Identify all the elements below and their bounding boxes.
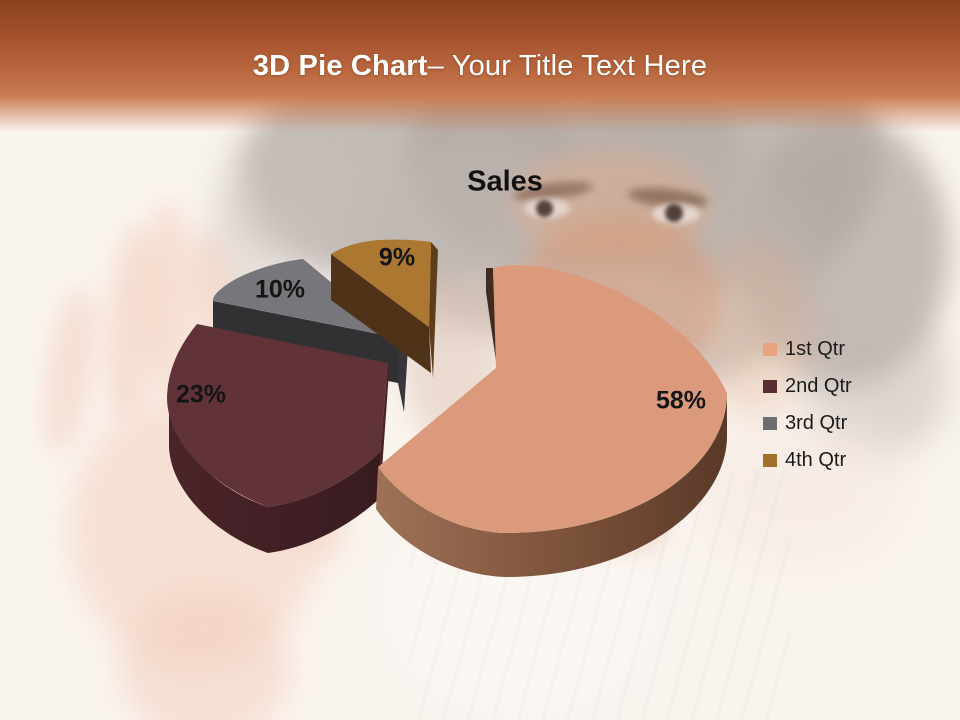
pie-slice-1st-qtr-cut-edge	[486, 268, 497, 368]
slice-label-1st-qtr[interactable]: 58%	[655, 386, 707, 415]
pie-slice-4th-qtr-side-right[interactable]	[429, 242, 438, 378]
pie-slice-1st-qtr[interactable]	[376, 265, 727, 577]
legend-label-2nd-qtr: 2nd Qtr	[785, 374, 852, 397]
legend-label-4th-qtr: 4th Qtr	[785, 448, 847, 471]
slide-title[interactable]: 3D Pie Chart– Your Title Text Here	[0, 50, 960, 83]
legend-swatch-4th-qtr	[763, 453, 777, 467]
slide-title-bold: 3D Pie Chart	[252, 50, 428, 82]
legend-label-3rd-qtr: 3rd Qtr	[785, 411, 848, 434]
legend-swatch-3rd-qtr	[763, 416, 777, 430]
legend-swatch-2nd-qtr	[763, 379, 777, 393]
pie-slice-4th-qtr[interactable]	[331, 239, 438, 378]
pie-slice-4th-qtr-top[interactable]	[331, 239, 431, 327]
pie-slice-1st-qtr-top[interactable]	[378, 265, 727, 533]
pie-slice-2nd-qtr[interactable]	[167, 324, 389, 553]
legend-swatch-1st-qtr	[763, 342, 777, 356]
pie-slice-2nd-qtr-side[interactable]	[169, 400, 380, 553]
pie-slice-4th-qtr-side-left[interactable]	[331, 254, 431, 373]
pie-slice-1st-qtr-side[interactable]	[376, 393, 727, 577]
legend-item-3rd-qtr[interactable]: 3rd Qtr	[763, 411, 852, 435]
legend-label-1st-qtr: 1st Qtr	[785, 337, 846, 360]
slice-label-3rd-qtr[interactable]: 10%	[254, 275, 306, 304]
slice-label-4th-qtr[interactable]: 9%	[378, 243, 416, 272]
pie-slice-3rd-qtr-side-right[interactable]	[398, 338, 408, 412]
chart-title[interactable]: Sales	[467, 165, 543, 198]
slide-title-rest: – Your Title Text Here	[427, 50, 708, 82]
pie-slice-3rd-qtr-top[interactable]	[213, 259, 398, 338]
chart-legend[interactable]: 1st Qtr 2nd Qtr 3rd Qtr 4th Qtr	[763, 337, 852, 485]
slice-label-2nd-qtr[interactable]: 23%	[175, 380, 227, 409]
legend-item-2nd-qtr[interactable]: 2nd Qtr	[763, 374, 852, 398]
pie-slice-2nd-qtr-top[interactable]	[167, 324, 388, 507]
legend-item-4th-qtr[interactable]: 4th Qtr	[763, 448, 852, 472]
legend-item-1st-qtr[interactable]: 1st Qtr	[763, 337, 852, 361]
header-bar	[0, 0, 960, 132]
